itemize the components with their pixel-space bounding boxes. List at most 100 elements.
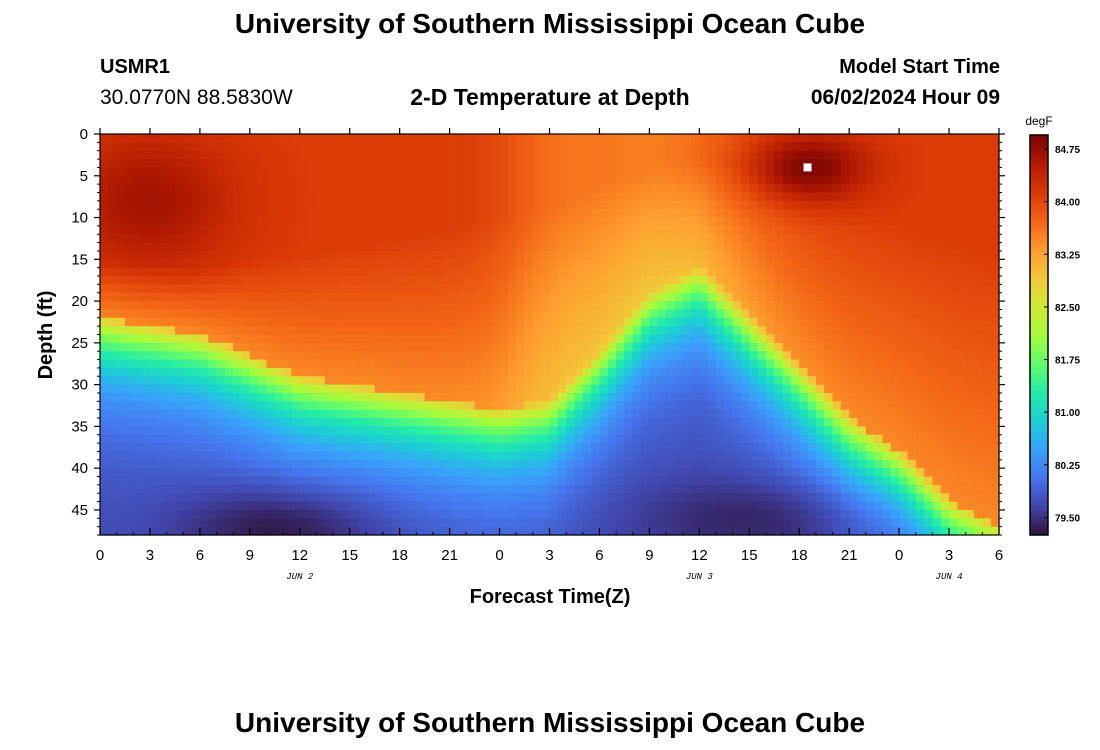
heatmap-cell [882, 234, 892, 244]
heatmap-cell [266, 317, 276, 327]
heatmap-cell [482, 401, 492, 411]
heatmap-cell [649, 184, 659, 194]
heatmap-cell [482, 426, 492, 436]
heatmap-cell [774, 426, 784, 436]
heatmap-cell [532, 200, 542, 210]
heatmap-cell [457, 351, 467, 361]
heatmap-cell [840, 284, 850, 294]
heatmap-cell [874, 309, 884, 319]
heatmap-cell [374, 409, 384, 419]
heatmap-cell [657, 426, 667, 436]
heatmap-cell [208, 159, 218, 169]
heatmap-cell [507, 184, 517, 194]
heatmap-cell [183, 367, 193, 377]
heatmap-cell [874, 234, 884, 244]
heatmap-cell [199, 359, 209, 369]
heatmap-cell [990, 225, 1000, 235]
heatmap-cell [774, 376, 784, 386]
heatmap-cell [149, 225, 159, 235]
heatmap-cell [191, 476, 201, 486]
heatmap-cell [249, 384, 259, 394]
heatmap-cell [166, 484, 176, 494]
heatmap-cell [691, 292, 700, 302]
heatmap-cell [632, 451, 642, 461]
heatmap-cell [924, 184, 933, 194]
heatmap-cell [799, 418, 809, 427]
heatmap-cell [582, 367, 592, 377]
heatmap-cell [216, 401, 226, 411]
heatmap-cell [707, 451, 717, 461]
heatmap-cell [691, 184, 700, 194]
heatmap-cell [224, 476, 234, 486]
heatmap-cell [616, 192, 626, 202]
heatmap-cell [757, 401, 767, 411]
heatmap-cell [907, 250, 917, 260]
heatmap-cell [940, 401, 950, 411]
heatmap-cell [291, 501, 301, 511]
heatmap-cell [957, 426, 967, 436]
heatmap-cell [116, 443, 126, 453]
heatmap-cell [632, 501, 642, 511]
heatmap-cell [824, 259, 834, 269]
heatmap-cell [840, 159, 850, 169]
heatmap-cell [915, 342, 925, 352]
heatmap-cell [383, 443, 392, 453]
heatmap-cell [732, 426, 742, 436]
heatmap-cell [158, 359, 168, 369]
heatmap-cell [241, 200, 251, 210]
heatmap-cell [482, 317, 492, 327]
heatmap-cell [857, 392, 867, 402]
heatmap-cell [174, 150, 184, 160]
heatmap-cell [749, 317, 759, 327]
heatmap-cell [832, 409, 842, 419]
heatmap-cell [899, 242, 909, 252]
heatmap-cell [641, 426, 650, 436]
heatmap-cell [216, 175, 226, 185]
heatmap-cell [291, 225, 301, 235]
heatmap-cell [882, 501, 892, 511]
heatmap-cell [199, 468, 209, 478]
heatmap-cell [865, 292, 875, 302]
heatmap-cell [191, 134, 201, 143]
heatmap-cell [358, 175, 367, 185]
heatmap-cell [557, 159, 567, 169]
heatmap-cell [882, 376, 892, 386]
heatmap-cell [840, 342, 850, 352]
heatmap-cell [624, 501, 634, 511]
heatmap-cell [491, 184, 501, 194]
heatmap-cell [216, 476, 226, 486]
heatmap-cell [915, 509, 925, 519]
heatmap-cell [807, 301, 817, 311]
heatmap-cell [416, 367, 426, 377]
heatmap-cell [432, 259, 442, 269]
heatmap-cell [516, 242, 526, 252]
heatmap-cell [308, 351, 318, 361]
heatmap-cell [749, 250, 759, 260]
heatmap-cell [266, 501, 276, 511]
heatmap-cell [258, 501, 268, 511]
heatmap-cell [549, 184, 559, 194]
heatmap-cell [907, 209, 917, 219]
heatmap-cell [449, 284, 459, 294]
heatmap-cell [391, 401, 401, 411]
heatmap-cell [907, 409, 917, 419]
heatmap-cell [957, 150, 967, 160]
heatmap-cell [100, 459, 109, 469]
heatmap-cell [108, 159, 118, 169]
heatmap-cell [349, 217, 359, 227]
heatmap-cell [782, 217, 792, 227]
heatmap-cell [874, 184, 884, 194]
heatmap-cell [124, 476, 134, 486]
heatmap-cell [899, 134, 909, 143]
heatmap-cell [374, 418, 384, 427]
heatmap-cell [782, 384, 792, 394]
heatmap-cell [133, 468, 143, 478]
heatmap-cell [374, 184, 384, 194]
heatmap-cell [765, 192, 775, 202]
heatmap-cell [857, 484, 867, 494]
heatmap-cell [574, 493, 584, 503]
heatmap-cell [790, 309, 800, 319]
heatmap-cell [299, 342, 309, 352]
heatmap-cell [715, 426, 725, 436]
heatmap-cell [366, 192, 376, 202]
